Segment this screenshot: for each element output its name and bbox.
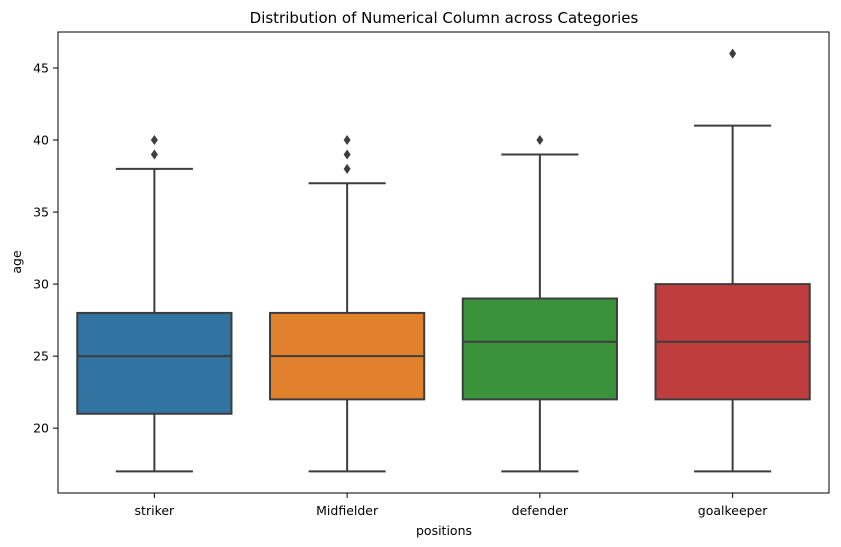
box-group-goalkeeper xyxy=(654,48,811,473)
outlier-point xyxy=(150,135,158,146)
outlier-point xyxy=(343,135,351,146)
y-axis: 20 25 30 35 40 45 xyxy=(33,61,58,436)
outlier-point xyxy=(343,163,351,174)
box-group-midfielder xyxy=(269,135,426,473)
plot-area xyxy=(76,48,811,473)
x-tick-label: Midfielder xyxy=(316,503,379,518)
y-axis-label: age xyxy=(9,250,24,274)
y-tick-label: 30 xyxy=(33,277,49,292)
y-tick-label: 45 xyxy=(33,61,49,76)
box-group-defender xyxy=(461,135,618,473)
x-tick-label: striker xyxy=(135,503,176,518)
outlier-point xyxy=(343,149,351,160)
outlier-point xyxy=(536,135,544,146)
x-axis-label: positions xyxy=(416,523,472,538)
outlier-point xyxy=(150,149,158,160)
chart-title: Distribution of Numerical Column across … xyxy=(250,9,639,27)
x-tick-label: goalkeeper xyxy=(698,503,769,518)
plot-frame xyxy=(57,31,830,494)
x-axis: striker Midfielder defender goalkeeper xyxy=(135,493,769,518)
box-iqr xyxy=(76,311,233,415)
y-tick-label: 40 xyxy=(33,133,49,148)
x-tick-label: defender xyxy=(512,503,569,518)
box-group-striker xyxy=(76,135,233,473)
box-iqr xyxy=(461,297,618,401)
outlier-point xyxy=(729,48,737,59)
y-tick-label: 25 xyxy=(33,349,49,364)
y-tick-label: 35 xyxy=(33,205,49,220)
y-tick-label: 20 xyxy=(33,421,49,436)
